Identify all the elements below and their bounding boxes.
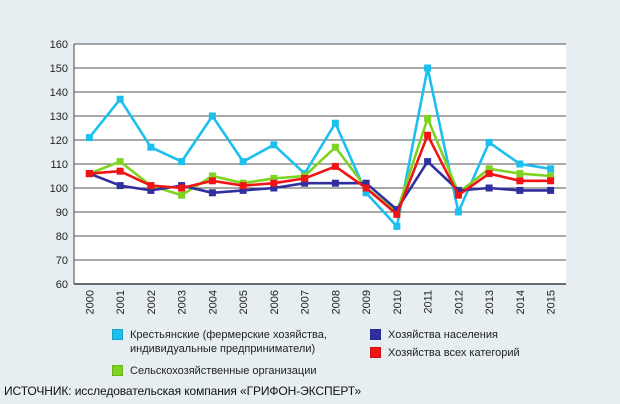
data-point [516, 160, 524, 168]
source-prefix: ИСТОЧНИК: [4, 384, 72, 398]
data-point [331, 179, 339, 187]
series-layer [85, 64, 555, 230]
series-line-0 [88, 66, 551, 228]
y-tick-label: 90 [56, 207, 68, 219]
data-point [270, 184, 278, 192]
data-point [116, 158, 124, 166]
data-point [147, 182, 155, 190]
data-point [116, 95, 124, 103]
y-tick-label: 80 [56, 231, 68, 243]
data-point [424, 64, 432, 72]
data-point [178, 158, 186, 166]
data-point [424, 114, 432, 122]
data-point [301, 174, 309, 182]
x-tick-label: 2006 [269, 290, 281, 314]
data-point [147, 143, 155, 151]
x-tick-label: 2015 [546, 290, 558, 314]
x-tick-label: 2000 [84, 290, 96, 314]
x-tick-label: 2002 [146, 290, 158, 314]
data-point [239, 186, 247, 194]
data-point [116, 167, 124, 175]
data-point [516, 177, 524, 185]
y-tick-label: 120 [50, 135, 68, 147]
x-tick-label: 2008 [330, 290, 342, 314]
data-point [178, 191, 186, 199]
source-text: исследовательская компания «ГРИФОН-ЭКСПЕ… [71, 384, 362, 398]
data-point [208, 189, 216, 197]
data-point [85, 134, 93, 142]
data-point [485, 170, 493, 178]
data-point [208, 172, 216, 180]
x-tick-label: 2013 [484, 290, 496, 314]
series-line-3 [89, 133, 551, 216]
y-tick-label: 140 [50, 87, 68, 99]
x-tick-label: 2005 [238, 290, 250, 314]
data-point [331, 162, 339, 170]
data-point [393, 206, 401, 214]
y-tick-label: 100 [50, 183, 68, 195]
series-line-1 [88, 117, 551, 214]
data-point [547, 165, 555, 173]
series-0 [85, 64, 555, 230]
data-point [547, 186, 555, 194]
data-point [270, 179, 278, 187]
data-point [362, 179, 370, 187]
series-3 [85, 131, 555, 218]
data-point [547, 177, 555, 185]
data-point [116, 182, 124, 190]
x-tick-label: 2009 [361, 290, 373, 314]
y-axis-ticks: 60 70 80 90 100 110 120 130 140 150 160 [50, 39, 68, 291]
x-tick-label: 2010 [392, 290, 404, 314]
x-tick-label: 2001 [115, 290, 127, 314]
data-point [270, 174, 278, 182]
y-tick-label: 70 [56, 255, 68, 267]
x-tick-label: 2011 [423, 290, 435, 314]
data-point [516, 170, 524, 178]
data-point [485, 165, 493, 173]
data-point [454, 191, 462, 199]
data-point [454, 208, 462, 216]
data-point [485, 138, 493, 146]
y-tick-label: 60 [56, 279, 68, 291]
data-point [547, 172, 555, 180]
data-point [454, 186, 462, 194]
data-point [424, 158, 432, 166]
data-point [239, 158, 247, 166]
data-point [331, 143, 339, 151]
data-point [85, 170, 93, 178]
data-point [516, 186, 524, 194]
y-tick-label: 150 [50, 63, 68, 75]
source-note: ИСТОЧНИК: исследовательская компания «ГР… [4, 384, 361, 398]
data-point [331, 119, 339, 127]
data-point [208, 112, 216, 120]
data-point [485, 184, 493, 192]
data-point [362, 184, 370, 192]
x-tick-label: 2003 [177, 290, 189, 314]
data-point [393, 210, 401, 218]
x-axis-ticks: 2000 2001 2002 2003 2004 2005 2006 2007 2008 2009… [84, 290, 557, 314]
x-tick-label: 2007 [300, 290, 312, 314]
x-tick-label: 2012 [453, 290, 465, 314]
x-tick-label: 2014 [515, 290, 527, 314]
y-tick-label: 110 [50, 159, 68, 171]
data-point [239, 182, 247, 190]
grid-lines [73, 43, 566, 285]
x-tick-label: 2004 [207, 290, 219, 314]
data-point [208, 177, 216, 185]
data-point [301, 179, 309, 187]
data-point [270, 141, 278, 149]
data-point [393, 222, 401, 230]
data-point [362, 189, 370, 197]
data-point [178, 184, 186, 192]
data-point [147, 186, 155, 194]
y-tick-label: 160 [50, 39, 68, 51]
data-point [424, 131, 432, 139]
y-tick-label: 130 [50, 111, 68, 123]
